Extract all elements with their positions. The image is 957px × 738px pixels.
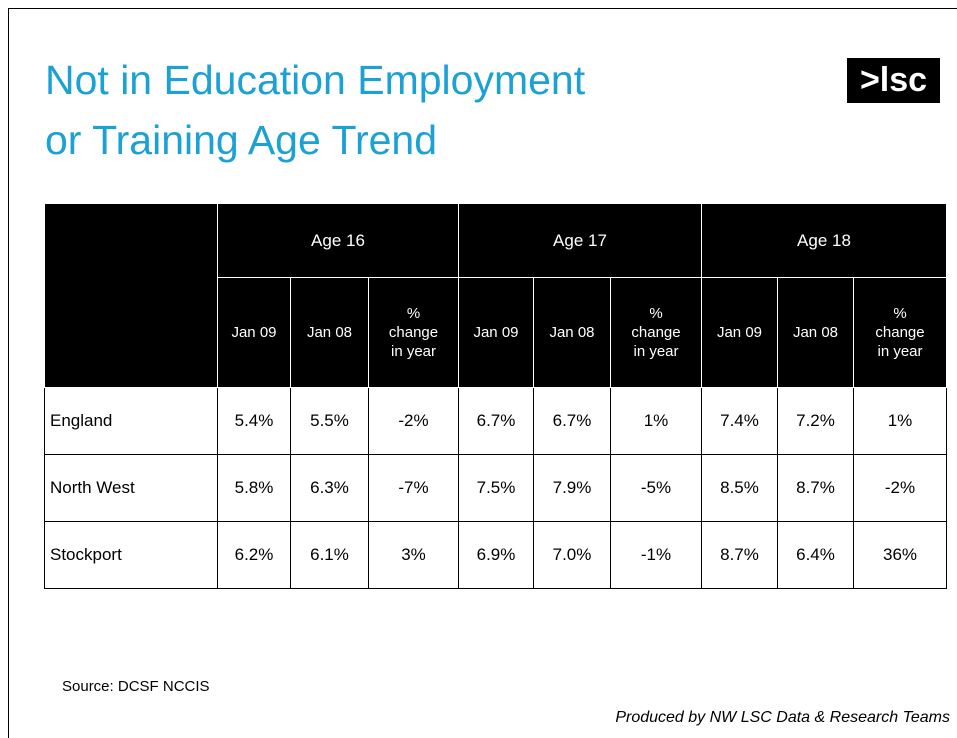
subheader-line: %: [893, 305, 907, 322]
data-cell: 6.3%: [290, 454, 369, 522]
data-cell: -2%: [368, 387, 459, 455]
subheader-line: Jan 08: [792, 324, 839, 341]
subheader: Jan 09: [217, 277, 291, 388]
row-label: Stockport: [44, 521, 218, 589]
subheader-line: change: [388, 324, 439, 341]
subheader: Jan 09: [701, 277, 778, 388]
subheader-line: Jan 08: [306, 324, 353, 341]
data-cell: 6.7%: [458, 387, 534, 455]
subheader-line: in year: [390, 343, 437, 360]
slide-frame: [8, 8, 957, 738]
logo: >lsc: [847, 58, 940, 103]
data-cell: 5.4%: [217, 387, 291, 455]
corner-cell: [44, 203, 218, 388]
header-row: Age 16 Age 17 Age 18: [44, 203, 947, 388]
subheader-line: Jan 09: [231, 324, 277, 341]
subheader: % change in year: [610, 277, 702, 388]
data-cell: 7.5%: [458, 454, 534, 522]
data-row: England 5.4% 5.5% -2% 6.7% 6.7% 1% 7.4% 7.2% 1%: [44, 387, 947, 455]
subheader-line: %: [406, 305, 421, 322]
subheader: % change in year: [368, 277, 459, 388]
data-cell: 3%: [368, 521, 459, 589]
data-cell: -5%: [610, 454, 702, 522]
subheader-line: in year: [877, 343, 923, 360]
data-cell: 8.7%: [777, 454, 854, 522]
data-cell: 8.5%: [701, 454, 778, 522]
data-cell: -2%: [853, 454, 947, 522]
title-line: Not in Education Employment: [45, 57, 586, 103]
data-cell: 7.2%: [777, 387, 854, 455]
data-cell: 36%: [853, 521, 947, 589]
source-note: Source: DCSF NCCIS: [62, 678, 210, 695]
data-cell: 6.4%: [777, 521, 854, 589]
data-cell: -1%: [610, 521, 702, 589]
data-cell: 1%: [610, 387, 702, 455]
subheader: Jan 08: [533, 277, 611, 388]
data-cell: 6.2%: [217, 521, 291, 589]
row-label: North West: [44, 454, 218, 522]
data-cell: 8.7%: [701, 521, 778, 589]
subheader-line: %: [649, 305, 663, 322]
subheader: Jan 08: [777, 277, 854, 388]
data-cell: -7%: [368, 454, 459, 522]
footer-note: Produced by NW LSC Data & Research Teams: [615, 709, 950, 726]
data-cell: 7.4%: [701, 387, 778, 455]
subheader-line: Jan 09: [473, 324, 519, 341]
data-cell: 6.7%: [533, 387, 611, 455]
subheader-line: change: [875, 324, 925, 341]
data-cell: 1%: [853, 387, 947, 455]
subheader: % change in year: [853, 277, 947, 388]
row-label: England: [44, 387, 218, 455]
data-cell: 5.8%: [217, 454, 291, 522]
group-header: Age 18: [701, 203, 947, 278]
title-line: or Training Age Trend: [45, 117, 438, 163]
subheader-line: in year: [633, 343, 679, 360]
subheader-line: change: [631, 324, 681, 341]
data-row: Stockport 6.2% 6.1% 3% 6.9% 7.0% -1% 8.7% 6.4% 36…: [44, 521, 947, 589]
data-cell: 7.9%: [533, 454, 611, 522]
data-row: North West 5.8% 6.3% -7% 7.5% 7.9% -5% 8.5% 8.7%…: [44, 454, 947, 522]
group-header: Age 16: [217, 203, 459, 278]
subheader-line: Jan 09: [716, 324, 763, 341]
data-cell: 6.1%: [290, 521, 369, 589]
subheader-row: Jan 09 Jan 08% change in year Jan 09 Jan 08% c…: [45, 277, 947, 388]
data-cell: 6.9%: [458, 521, 534, 589]
subheader: Jan 08: [290, 277, 369, 388]
data-cell: 7.0%: [533, 521, 611, 589]
data-table: Age 16 Age 17 Age 18 Jan 09 Jan 08% change in …: [44, 203, 947, 589]
group-header: Age 17: [458, 203, 702, 278]
subheader-line: Jan 08: [549, 324, 595, 341]
data-cell: 5.5%: [290, 387, 369, 455]
subheader: Jan 09: [458, 277, 534, 388]
